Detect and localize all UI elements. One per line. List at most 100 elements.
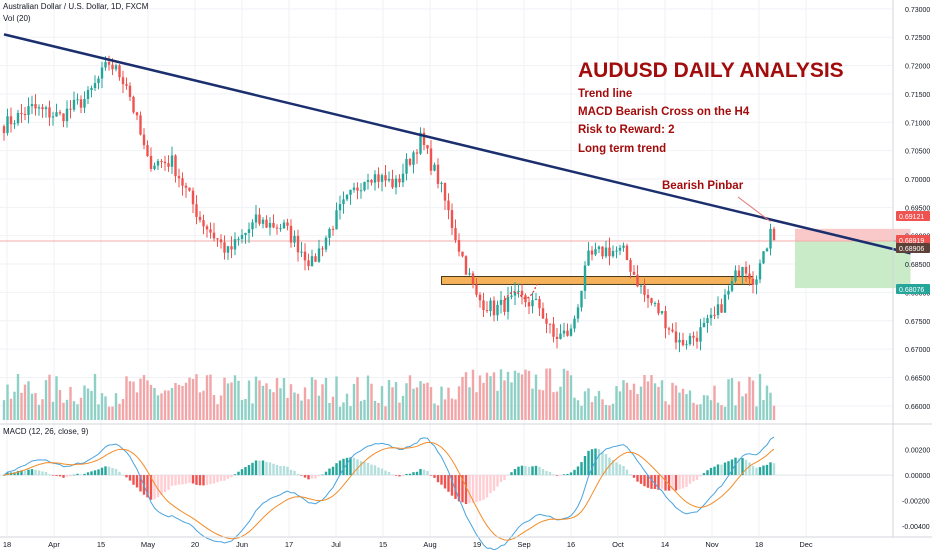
candle-body [254,214,258,223]
candle-body [20,112,23,114]
volume-bar [702,395,706,420]
macd-label: MACD (12, 26, close, 9) [3,427,89,436]
time-tick-label: 20 [191,540,199,549]
candle-body [121,77,125,85]
macd-histogram-bar [55,475,58,476]
macd-histogram-bar [720,464,723,476]
volume-bar [359,401,363,420]
macd-histogram-bar [30,469,34,476]
macd-histogram-bar [384,470,387,476]
volume-bar [356,377,359,420]
macd-histogram-bar [286,466,289,476]
candle-body [328,228,331,238]
macd-histogram-bar [499,475,503,483]
macd-histogram-bar [219,475,223,481]
candle-body [359,190,363,192]
volume-bar [104,396,107,420]
price-label-text: 0.69121 [899,214,924,221]
macd-histogram-bar [744,459,748,476]
candle-body [457,240,461,252]
candle-body [321,248,324,250]
macd-histogram-bar [121,474,125,476]
time-tick-label: 18 [755,540,763,549]
volume-bar [587,388,590,420]
candle-body [597,246,601,250]
volume-bar [258,380,261,420]
candle-body [660,311,664,314]
macd-histogram-bar [667,475,671,491]
macd-histogram-bar [282,466,286,476]
volume-bar [552,392,555,420]
macd-histogram-bar [429,475,433,476]
macd-histogram-bar [167,475,170,490]
candle-body [741,266,744,277]
macd-histogram-bar [772,463,776,476]
volume-bar [51,401,55,420]
volume-bar [58,390,62,420]
volume-bar [681,388,685,420]
volume-bar [167,390,170,420]
volume-bar [184,382,188,420]
candle-body [629,260,632,272]
macd-histogram-bar [153,475,156,500]
candle-body [622,245,625,248]
volume-bar [48,374,51,420]
candle-body [650,298,653,304]
candle-body [688,335,692,345]
price-tick-label: 0.66000 [905,404,930,411]
macd-histogram-bar [559,475,562,476]
volume-bar [79,397,83,420]
volume-bar [748,376,751,420]
macd-histogram-bar [240,469,244,476]
volume-bar [65,399,69,420]
candle-body [405,158,408,174]
macd-histogram-bar [702,473,706,476]
candle-body [436,164,440,184]
volume-bar [163,390,167,420]
price-candles [2,55,776,353]
volume-bar [216,404,219,420]
volume-bar [335,376,338,420]
note-trend-line: Trend line [578,88,632,100]
candle-body [702,322,706,328]
candle-body [618,247,622,251]
macd-histogram-bar [349,457,352,476]
macd-histogram-bar [65,475,69,477]
macd-histogram-bar [13,472,16,476]
macd-histogram-bar [296,473,300,476]
price-tick-label: 0.71000 [905,120,930,127]
macd-histogram-bar [475,475,478,503]
macd-histogram-bar [443,475,447,489]
macd-histogram-bar [622,465,625,476]
volume-bar [695,404,699,420]
volume-bar [100,393,104,420]
macd-histogram-bar [415,471,419,476]
volume-bar [62,402,65,420]
volume-bar [478,375,482,420]
price-tick-label: 0.72500 [905,35,930,42]
macd-histogram-bar [657,475,660,490]
volume-bar [443,399,447,420]
volume-bars [2,368,776,420]
volume-bar [251,403,254,420]
macd-histogram-bar [632,475,636,478]
candle-body [758,263,762,280]
analysis-title: AUDUSD DAILY ANALYSIS [578,59,844,82]
candle-body [566,330,569,336]
macd-histogram-bar [107,466,111,476]
macd-tick-label: -0.00200 [902,498,930,505]
macd-line [3,436,775,550]
macd-histogram-bar [244,467,247,476]
candle-body [548,323,552,325]
volume-bar [573,397,576,420]
candle-body [244,232,247,235]
macd-histogram-bar [636,475,639,482]
note-long-term: Long term trend [578,143,666,155]
volume-bar [37,404,41,420]
volume-bar [737,381,741,420]
macd-histogram-bar [195,475,198,485]
time-tick-label: 15 [379,540,387,549]
candle-body [170,155,174,167]
volume-bar [758,374,762,420]
